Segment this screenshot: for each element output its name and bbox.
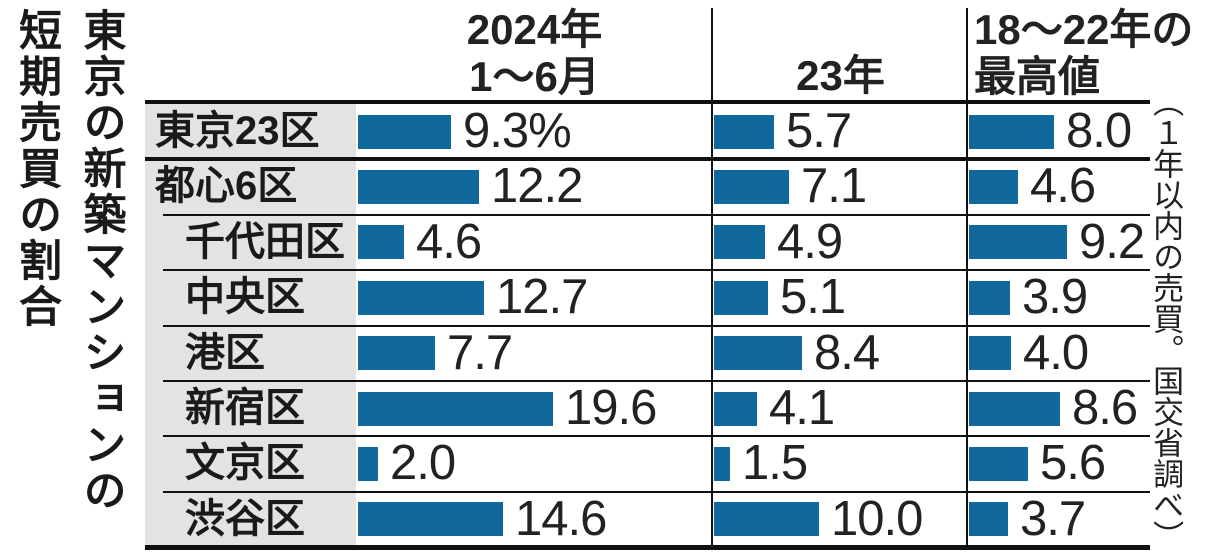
bar-value-label: 19.6 [565,381,657,435]
bar-value-label: 8.6 [1072,381,1138,435]
bar [969,225,1067,260]
row-separator-rule [163,324,1150,327]
row-label: 東京23区 [155,109,320,153]
column-divider-2 [966,8,968,547]
row-label: 都心6区 [155,164,298,209]
bar [358,336,435,371]
bar [969,336,1011,371]
bar [714,225,765,260]
column-header-2023: 23年 [714,52,967,99]
bar [358,169,479,204]
row-label: 新宿区 [185,386,305,430]
bar [358,225,404,260]
bar-value-label: 4.0 [1023,325,1089,380]
bar-value-label: 5.7 [786,104,852,158]
chart-title-line2: 短期売買の割合 [12,8,61,330]
bar-value-label: 3.9 [1022,270,1088,325]
table-bottom-rule [145,545,1150,550]
row-separator-rule [163,269,1150,272]
bar-value-label: 4.6 [1030,159,1096,214]
bar [358,391,553,426]
bar-value-label: 9.2 [1079,214,1145,269]
bar [714,502,819,537]
row-label: 港区 [185,330,265,375]
bar-value-label: 7.7 [447,325,513,380]
bar [714,391,757,426]
bar-value-label: 2.0 [390,436,456,491]
bar-value-label: 4.9 [777,214,843,269]
row-label: 中央区 [185,275,305,320]
column-header-2024: 2024年 1〜6月 [358,6,711,100]
bar [714,114,774,149]
bar-value-label: 4.1 [769,381,835,435]
bar-value-label: 1.5 [742,436,808,491]
bar [969,169,1018,204]
source-note: （１年以内の売買。国交省調べ） [1148,86,1184,551]
bar [969,502,1008,537]
row-label: 文京区 [185,441,305,486]
row-label: 渋谷区 [185,496,305,541]
bar-value-label: 4.6 [416,214,482,269]
bar [714,446,730,481]
column-header-max-line1: 18〜22年の [974,6,1194,53]
table-top-rule [145,100,1150,104]
column-divider-1 [711,8,713,547]
chart-title: 東京の新築マンションの 短期売買の割合 [4,8,133,556]
bar-value-label: 7.1 [801,159,867,214]
column-header-2024-line2: 1〜6月 [469,53,600,100]
bar [714,169,789,204]
bar-value-label: 12.2 [491,159,583,214]
bar-value-label: 10.0 [831,491,923,546]
bar-value-label: 3.7 [1020,491,1086,546]
row-separator-rule [163,213,1150,216]
bar [969,391,1060,426]
row-separator-rule [163,490,1150,493]
bar [358,114,451,149]
row-separator-rule [163,380,1150,382]
bar [714,336,802,371]
bar-value-label: 14.6 [515,491,607,546]
bar-value-label: 8.0 [1066,104,1132,158]
bar [969,280,1010,315]
bar-value-label: 5.6 [1040,436,1106,491]
row-separator-rule [163,435,1150,438]
column-header-2023-label: 23年 [796,52,885,99]
bar [969,114,1054,149]
bar-value-label: 8.4 [814,325,880,380]
column-header-2024-line1: 2024年 [466,6,603,53]
bar [714,280,768,315]
column-header-max-line2: 最高値 [974,53,1101,100]
bar-value-label: 5.1 [780,270,846,325]
rule-below-tokyo23 [145,157,1150,161]
chart-title-line1: 東京の新築マンションの [77,8,125,514]
bar [358,280,484,315]
bar [969,446,1028,481]
bar-value-label: 9.3% [463,104,572,158]
bar [358,502,503,537]
column-header-max-18-22: 18〜22年の 最高値 [974,6,1220,100]
row-label: 千代田区 [185,219,345,264]
bar-value-label: 12.7 [496,270,588,325]
bar [358,446,378,481]
